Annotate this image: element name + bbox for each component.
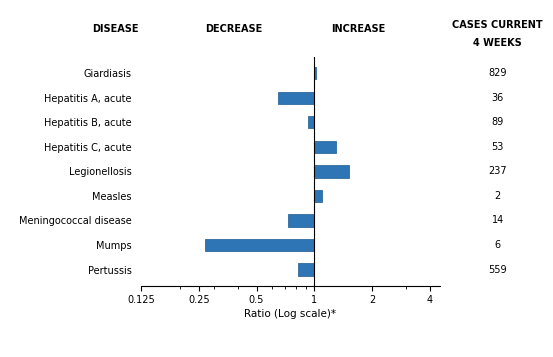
Text: CASES CURRENT: CASES CURRENT xyxy=(452,20,543,30)
Bar xyxy=(314,190,322,202)
Text: INCREASE: INCREASE xyxy=(331,24,385,34)
Text: 14: 14 xyxy=(492,216,504,226)
Bar xyxy=(314,67,316,79)
Text: 36: 36 xyxy=(492,93,504,103)
Text: 2: 2 xyxy=(494,191,501,201)
Bar xyxy=(298,263,314,276)
Text: 89: 89 xyxy=(492,117,504,127)
Text: 53: 53 xyxy=(492,142,504,152)
Text: 559: 559 xyxy=(488,265,507,275)
Text: 829: 829 xyxy=(488,68,507,78)
Bar xyxy=(308,116,314,129)
Text: 4 WEEKS: 4 WEEKS xyxy=(473,38,522,48)
Bar xyxy=(314,141,336,153)
Bar xyxy=(314,165,349,177)
X-axis label: Ratio (Log scale)*: Ratio (Log scale)* xyxy=(244,310,336,320)
Bar xyxy=(205,239,314,251)
Text: DISEASE: DISEASE xyxy=(92,24,138,34)
Bar xyxy=(278,91,314,104)
Text: 6: 6 xyxy=(494,240,501,250)
Text: 237: 237 xyxy=(488,166,507,176)
Text: DECREASE: DECREASE xyxy=(205,24,262,34)
Bar xyxy=(288,214,314,227)
